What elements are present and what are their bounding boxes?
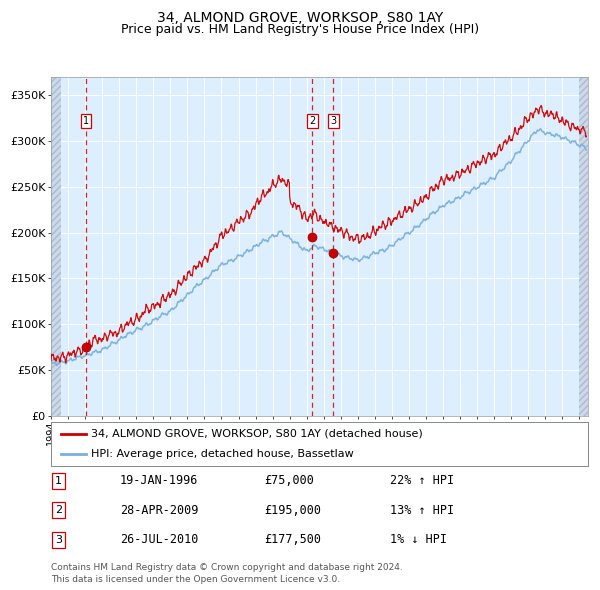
Text: £75,000: £75,000 <box>264 474 314 487</box>
Text: HPI: Average price, detached house, Bassetlaw: HPI: Average price, detached house, Bass… <box>91 449 354 459</box>
Text: 34, ALMOND GROVE, WORKSOP, S80 1AY (detached house): 34, ALMOND GROVE, WORKSOP, S80 1AY (deta… <box>91 429 423 439</box>
Text: 1% ↓ HPI: 1% ↓ HPI <box>390 533 447 546</box>
Text: 3: 3 <box>331 116 337 126</box>
Text: 2: 2 <box>55 506 62 515</box>
Text: 19-JAN-1996: 19-JAN-1996 <box>120 474 199 487</box>
Text: 2: 2 <box>309 116 316 126</box>
Text: Price paid vs. HM Land Registry's House Price Index (HPI): Price paid vs. HM Land Registry's House … <box>121 23 479 36</box>
Text: 26-JUL-2010: 26-JUL-2010 <box>120 533 199 546</box>
Text: 13% ↑ HPI: 13% ↑ HPI <box>390 504 454 517</box>
Text: 1: 1 <box>55 476 62 486</box>
Bar <box>51 77 61 416</box>
Text: Contains HM Land Registry data © Crown copyright and database right 2024.
This d: Contains HM Land Registry data © Crown c… <box>51 563 403 584</box>
Text: 1: 1 <box>83 116 89 126</box>
Text: 28-APR-2009: 28-APR-2009 <box>120 504 199 517</box>
Text: 34, ALMOND GROVE, WORKSOP, S80 1AY: 34, ALMOND GROVE, WORKSOP, S80 1AY <box>157 11 443 25</box>
Text: £177,500: £177,500 <box>264 533 321 546</box>
Text: 22% ↑ HPI: 22% ↑ HPI <box>390 474 454 487</box>
Bar <box>580 77 588 416</box>
Text: 3: 3 <box>55 535 62 545</box>
Text: £195,000: £195,000 <box>264 504 321 517</box>
